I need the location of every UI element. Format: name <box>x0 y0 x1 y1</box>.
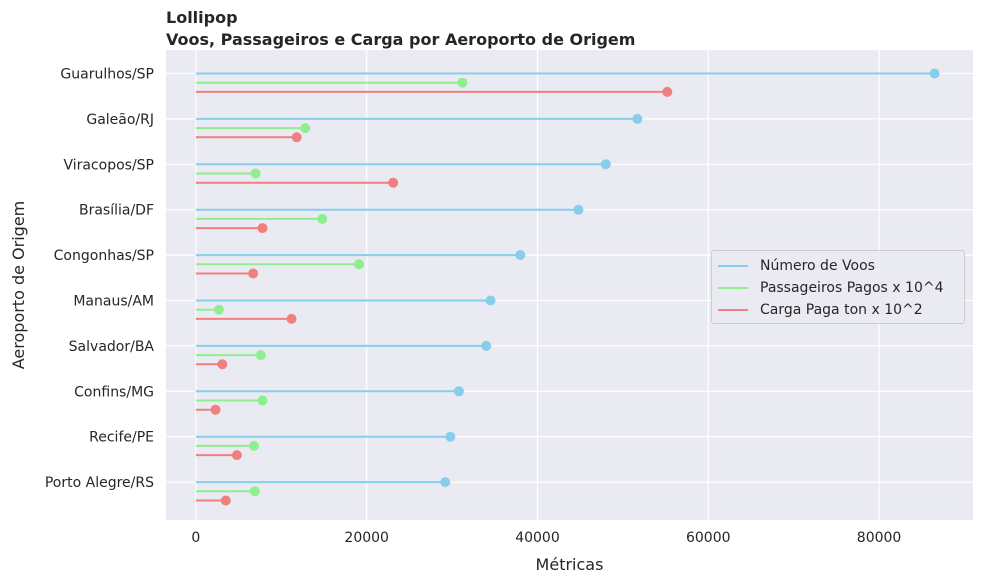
lollipop-dot <box>291 132 302 143</box>
lollipop-dot <box>440 477 451 488</box>
lollipop-dot <box>485 295 496 306</box>
lollipop-dot <box>515 250 526 261</box>
x-tick-label: 40000 <box>515 530 560 546</box>
lollipop-dot <box>249 486 260 497</box>
lollipop-dot <box>213 304 224 315</box>
lollipop-dot <box>573 204 584 215</box>
lollipop-dot <box>231 450 242 461</box>
chart-title: Lollipop <box>166 8 238 27</box>
x-tick-label: 20000 <box>344 530 389 546</box>
chart-subtitle: Voos, Passageiros e Carga por Aeroporto … <box>166 30 636 49</box>
lollipop-dot <box>217 359 228 370</box>
y-tick-label: Manaus/AM <box>73 294 154 310</box>
lollipop-dot <box>662 86 673 97</box>
legend-label: Carga Paga ton x 10^2 <box>760 302 923 318</box>
lollipop-dot <box>929 68 940 79</box>
legend-label: Passageiros Pagos x 10^4 <box>760 280 944 296</box>
lollipop-dot <box>453 386 464 397</box>
legend: Número de Voos Passageiros Pagos x 10^4 … <box>711 250 965 324</box>
axis-ticks: 0 20000 40000 60000 80000 Guarulhos/SP Galeão/… <box>45 67 901 547</box>
x-tick-label: 60000 <box>686 530 731 546</box>
lollipop-dot <box>257 223 268 234</box>
lollipop-dot <box>600 159 611 170</box>
x-tick-label: 80000 <box>857 530 902 546</box>
lollipop-dot <box>210 404 221 415</box>
y-axis-label: Aeroporto de Origem <box>9 201 28 369</box>
y-tick-label: Confins/MG <box>74 384 154 400</box>
y-tick-label: Brasília/DF <box>79 203 154 219</box>
legend-label: Número de Voos <box>760 258 875 274</box>
legend-item-voos: Número de Voos <box>718 255 875 277</box>
y-tick-label: Salvador/BA <box>69 339 155 355</box>
y-tick-label: Porto Alegre/RS <box>45 475 154 491</box>
lollipop-dot <box>250 168 261 179</box>
x-axis-label: Métricas <box>536 555 604 574</box>
lollipop-dot <box>286 313 297 324</box>
legend-item-carga: Carga Paga ton x 10^2 <box>718 299 923 321</box>
lollipop-dot <box>300 123 311 134</box>
y-tick-label: Guarulhos/SP <box>60 67 154 83</box>
lollipop-dot <box>248 440 259 451</box>
y-tick-label: Galeão/RJ <box>86 112 154 128</box>
lollipop-dot <box>481 340 492 351</box>
legend-swatch <box>718 309 748 311</box>
lollipop-dot <box>445 431 456 442</box>
y-tick-label: Congonhas/SP <box>54 248 154 264</box>
lollipop-dot <box>388 177 399 188</box>
lollipop-dot <box>255 350 266 361</box>
y-tick-label: Viracopos/SP <box>63 157 154 173</box>
legend-swatch <box>718 265 748 267</box>
lollipop-dot <box>457 77 468 88</box>
lollipop-dot <box>257 395 268 406</box>
y-tick-label: Recife/PE <box>89 430 154 446</box>
lollipop-dot <box>317 213 328 224</box>
lollipop-dot <box>248 268 259 279</box>
x-tick-label: 0 <box>191 530 200 546</box>
lollipop-dot <box>220 495 231 506</box>
lollipop-dot <box>632 113 643 124</box>
legend-swatch <box>718 287 748 289</box>
lollipop-dot <box>353 259 364 270</box>
legend-item-passageiros: Passageiros Pagos x 10^4 <box>718 277 943 299</box>
lollipop-marks <box>195 68 940 506</box>
